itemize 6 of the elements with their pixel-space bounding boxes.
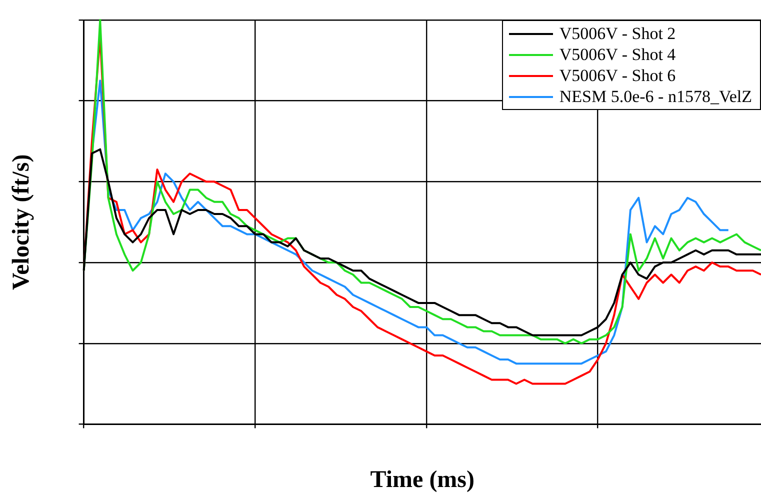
x-axis-title: Time (ms)	[370, 466, 474, 493]
legend-label: V5006V - Shot 2	[559, 24, 676, 44]
legend-label: V5006V - Shot 4	[559, 44, 676, 64]
legend-label: NESM 5.0e-6 - n1578_VelZ	[559, 86, 752, 106]
y-axis-title: Velocity (ft/s)	[8, 154, 35, 290]
legend-label: V5006V - Shot 6	[559, 66, 676, 86]
